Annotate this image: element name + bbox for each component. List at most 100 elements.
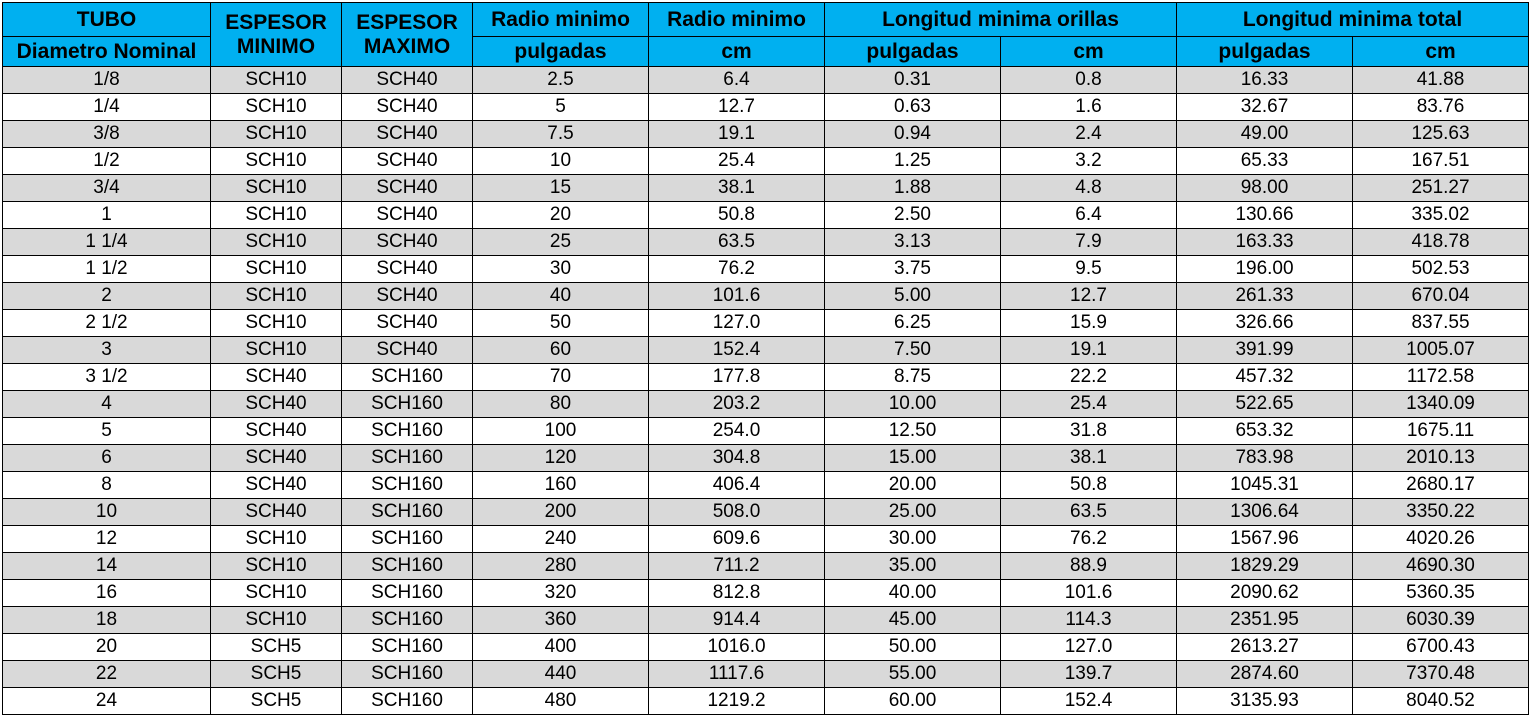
table-cell[interactable]: 80: [472, 390, 649, 418]
table-cell[interactable]: 98.00: [1176, 174, 1353, 202]
table-cell[interactable]: SCH160: [341, 417, 473, 445]
table-cell[interactable]: 76.2: [1000, 525, 1177, 553]
table-cell[interactable]: 1117.6: [648, 660, 825, 688]
table-cell[interactable]: 4690.30: [1352, 552, 1529, 580]
table-cell[interactable]: 280: [472, 552, 649, 580]
table-cell[interactable]: 1: [2, 201, 211, 229]
table-cell[interactable]: SCH40: [341, 66, 473, 94]
table-cell[interactable]: 3.75: [824, 255, 1001, 283]
table-cell[interactable]: SCH160: [341, 606, 473, 634]
table-cell[interactable]: 3 1/2: [2, 363, 211, 391]
table-cell[interactable]: SCH40: [341, 120, 473, 148]
table-cell[interactable]: 1 1/4: [2, 228, 211, 256]
table-cell[interactable]: 6030.39: [1352, 606, 1529, 634]
table-cell[interactable]: 1005.07: [1352, 336, 1529, 364]
table-cell[interactable]: SCH40: [341, 228, 473, 256]
table-cell[interactable]: 177.8: [648, 363, 825, 391]
table-cell[interactable]: 6: [2, 444, 211, 472]
table-cell[interactable]: 55.00: [824, 660, 1001, 688]
table-cell[interactable]: 9.5: [1000, 255, 1177, 283]
table-cell[interactable]: SCH40: [210, 498, 342, 526]
table-cell[interactable]: 203.2: [648, 390, 825, 418]
table-cell[interactable]: SCH10: [210, 606, 342, 634]
table-cell[interactable]: 60: [472, 336, 649, 364]
table-cell[interactable]: 127.0: [648, 309, 825, 337]
table-cell[interactable]: SCH160: [341, 552, 473, 580]
table-cell[interactable]: 2680.17: [1352, 471, 1529, 499]
table-cell[interactable]: 25.00: [824, 498, 1001, 526]
table-cell[interactable]: 50.8: [1000, 471, 1177, 499]
table-cell[interactable]: 670.04: [1352, 282, 1529, 310]
table-cell[interactable]: 1 1/2: [2, 255, 211, 283]
table-cell[interactable]: 10: [472, 147, 649, 175]
table-cell[interactable]: 30: [472, 255, 649, 283]
table-cell[interactable]: 1306.64: [1176, 498, 1353, 526]
table-cell[interactable]: 2874.60: [1176, 660, 1353, 688]
table-cell[interactable]: 38.1: [1000, 444, 1177, 472]
table-cell[interactable]: 1016.0: [648, 633, 825, 661]
table-cell[interactable]: 0.94: [824, 120, 1001, 148]
table-cell[interactable]: SCH10: [210, 552, 342, 580]
header-radio-cm-unit[interactable]: cm: [648, 36, 825, 67]
table-cell[interactable]: 3350.22: [1352, 498, 1529, 526]
table-cell[interactable]: 2613.27: [1176, 633, 1353, 661]
table-cell[interactable]: 2010.13: [1352, 444, 1529, 472]
table-cell[interactable]: 8: [2, 471, 211, 499]
table-cell[interactable]: 30.00: [824, 525, 1001, 553]
table-cell[interactable]: SCH10: [210, 228, 342, 256]
header-orillas-pulg[interactable]: pulgadas: [824, 36, 1001, 67]
table-cell[interactable]: 8.75: [824, 363, 1001, 391]
table-cell[interactable]: SCH160: [341, 687, 473, 715]
table-cell[interactable]: 152.4: [648, 336, 825, 364]
table-cell[interactable]: 19.1: [648, 120, 825, 148]
table-cell[interactable]: 0.63: [824, 93, 1001, 121]
header-espesor-maximo[interactable]: ESPESOR MAXIMO: [341, 2, 473, 67]
table-cell[interactable]: SCH40: [341, 255, 473, 283]
table-cell[interactable]: 1172.58: [1352, 363, 1529, 391]
table-cell[interactable]: 2 1/2: [2, 309, 211, 337]
table-cell[interactable]: 7370.48: [1352, 660, 1529, 688]
table-cell[interactable]: 480: [472, 687, 649, 715]
table-cell[interactable]: SCH160: [341, 633, 473, 661]
table-cell[interactable]: SCH10: [210, 525, 342, 553]
table-cell[interactable]: 63.5: [1000, 498, 1177, 526]
table-cell[interactable]: 22.2: [1000, 363, 1177, 391]
table-cell[interactable]: 2.5: [472, 66, 649, 94]
table-cell[interactable]: SCH10: [210, 201, 342, 229]
table-cell[interactable]: 251.27: [1352, 174, 1529, 202]
table-cell[interactable]: 50.8: [648, 201, 825, 229]
table-cell[interactable]: 12.50: [824, 417, 1001, 445]
table-cell[interactable]: 1829.29: [1176, 552, 1353, 580]
table-cell[interactable]: SCH40: [210, 444, 342, 472]
table-cell[interactable]: 1045.31: [1176, 471, 1353, 499]
table-cell[interactable]: 3.2: [1000, 147, 1177, 175]
table-cell[interactable]: 4020.26: [1352, 525, 1529, 553]
table-cell[interactable]: 2.4: [1000, 120, 1177, 148]
table-cell[interactable]: 6.4: [1000, 201, 1177, 229]
table-cell[interactable]: 240: [472, 525, 649, 553]
table-cell[interactable]: 12.7: [648, 93, 825, 121]
table-cell[interactable]: SCH10: [210, 282, 342, 310]
table-cell[interactable]: 1.88: [824, 174, 1001, 202]
table-cell[interactable]: SCH160: [341, 363, 473, 391]
table-cell[interactable]: 114.3: [1000, 606, 1177, 634]
table-cell[interactable]: SCH10: [210, 255, 342, 283]
table-cell[interactable]: 711.2: [648, 552, 825, 580]
table-cell[interactable]: 40: [472, 282, 649, 310]
table-cell[interactable]: 0.31: [824, 66, 1001, 94]
table-cell[interactable]: 0.8: [1000, 66, 1177, 94]
table-cell[interactable]: SCH40: [210, 363, 342, 391]
table-cell[interactable]: 16.33: [1176, 66, 1353, 94]
table-cell[interactable]: 1219.2: [648, 687, 825, 715]
table-cell[interactable]: SCH40: [341, 147, 473, 175]
table-cell[interactable]: 10: [2, 498, 211, 526]
table-cell[interactable]: 335.02: [1352, 201, 1529, 229]
table-cell[interactable]: 40.00: [824, 579, 1001, 607]
table-cell[interactable]: 139.7: [1000, 660, 1177, 688]
table-cell[interactable]: 2: [2, 282, 211, 310]
table-cell[interactable]: 6.25: [824, 309, 1001, 337]
table-cell[interactable]: SCH40: [210, 417, 342, 445]
table-cell[interactable]: 254.0: [648, 417, 825, 445]
table-cell[interactable]: 261.33: [1176, 282, 1353, 310]
table-cell[interactable]: 320: [472, 579, 649, 607]
